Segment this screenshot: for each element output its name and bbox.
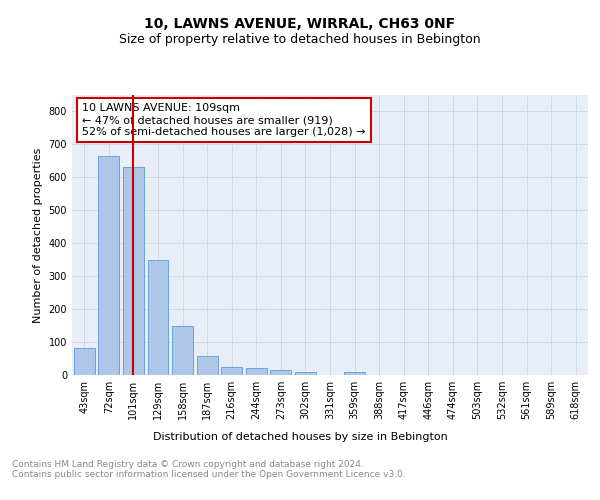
Bar [74, 348, 95, 375]
Text: Size of property relative to detached houses in Bebington: Size of property relative to detached ho… [119, 32, 481, 46]
Text: 10, LAWNS AVENUE, WIRRAL, CH63 0NF: 10, LAWNS AVENUE, WIRRAL, CH63 0NF [145, 18, 455, 32]
Text: Contains HM Land Registry data © Crown copyright and database right 2024.
Contai: Contains HM Land Registry data © Crown c… [12, 460, 406, 479]
Bar [295, 372, 316, 375]
Bar [123, 168, 144, 375]
Bar [344, 372, 365, 375]
Text: Distribution of detached houses by size in Bebington: Distribution of detached houses by size … [152, 432, 448, 442]
Y-axis label: Number of detached properties: Number of detached properties [33, 148, 43, 322]
Bar [98, 156, 119, 375]
Bar [246, 368, 267, 375]
Text: 10 LAWNS AVENUE: 109sqm
← 47% of detached houses are smaller (919)
52% of semi-d: 10 LAWNS AVENUE: 109sqm ← 47% of detache… [82, 104, 366, 136]
Bar [172, 326, 193, 375]
Bar [197, 356, 218, 375]
Bar [221, 367, 242, 375]
Bar [148, 260, 169, 375]
Bar [271, 370, 292, 375]
